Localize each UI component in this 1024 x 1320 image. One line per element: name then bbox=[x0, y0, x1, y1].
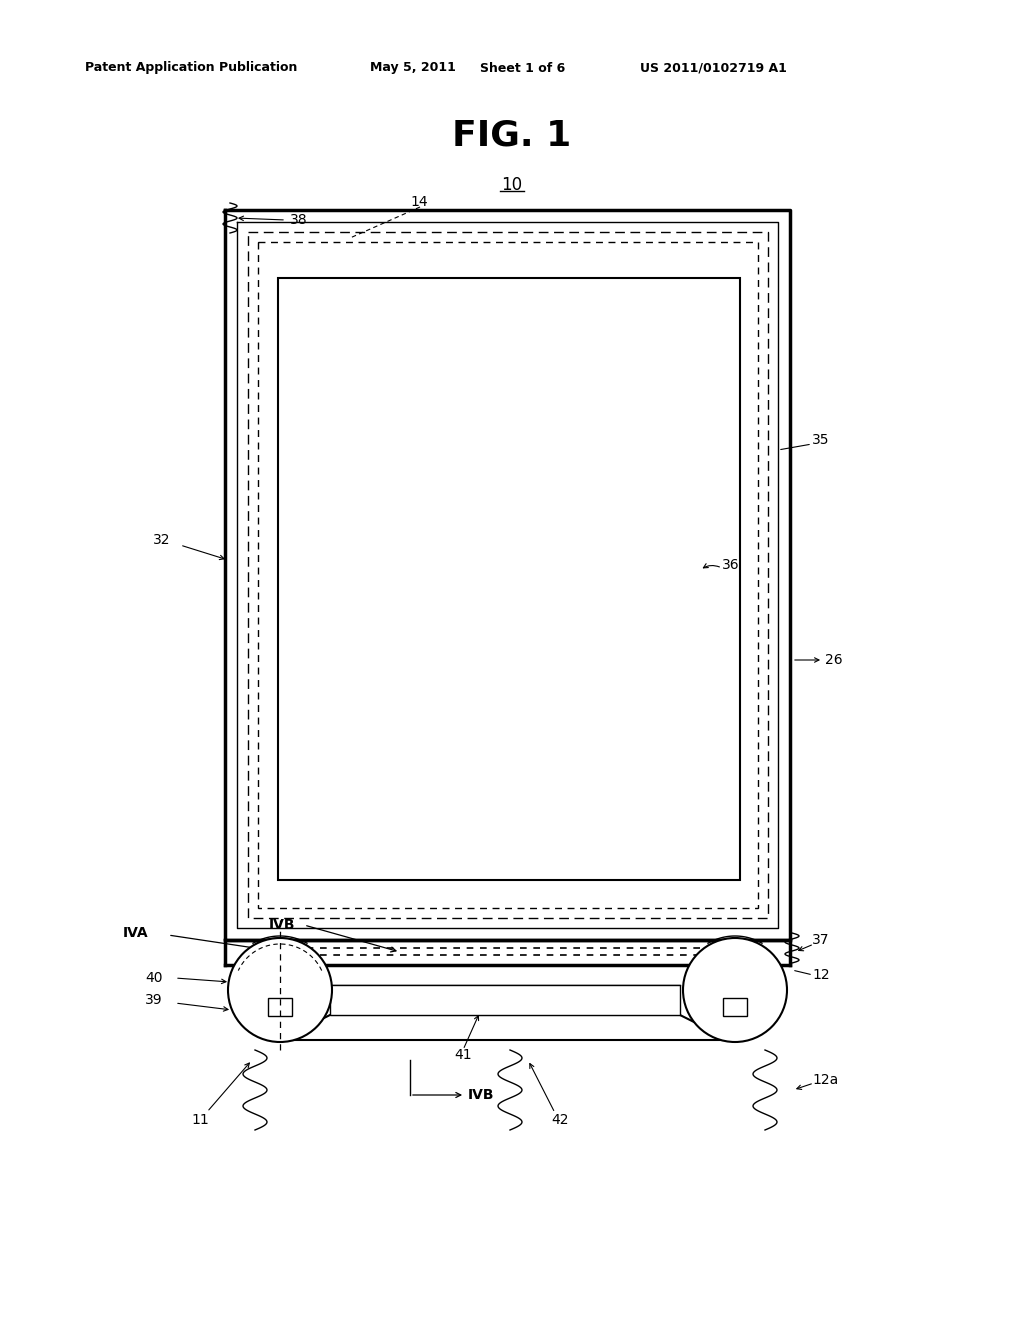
Text: 41: 41 bbox=[455, 1048, 472, 1063]
Text: 38: 38 bbox=[290, 213, 307, 227]
Bar bbox=[248, 232, 768, 917]
Text: 11: 11 bbox=[191, 1113, 209, 1127]
Text: Sheet 1 of 6: Sheet 1 of 6 bbox=[480, 62, 565, 74]
Text: 42: 42 bbox=[551, 1113, 568, 1127]
Text: IVB: IVB bbox=[268, 917, 295, 932]
Text: 14: 14 bbox=[410, 195, 428, 209]
Text: 12: 12 bbox=[812, 968, 829, 982]
Text: IVB: IVB bbox=[468, 1088, 495, 1102]
Text: May 5, 2011: May 5, 2011 bbox=[370, 62, 456, 74]
Bar bbox=[278, 279, 740, 880]
Text: US 2011/0102719 A1: US 2011/0102719 A1 bbox=[640, 62, 786, 74]
Text: Patent Application Publication: Patent Application Publication bbox=[85, 62, 297, 74]
Text: 39: 39 bbox=[145, 993, 163, 1007]
Text: 26: 26 bbox=[825, 653, 843, 667]
Bar bbox=[268, 998, 292, 1016]
Text: FIG. 1: FIG. 1 bbox=[453, 117, 571, 152]
Circle shape bbox=[228, 939, 332, 1041]
Text: IVA: IVA bbox=[123, 927, 148, 940]
Text: 12a: 12a bbox=[812, 1073, 839, 1086]
Bar bbox=[723, 998, 746, 1016]
Text: 35: 35 bbox=[812, 433, 829, 447]
Bar bbox=[330, 985, 680, 1015]
Text: 37: 37 bbox=[812, 933, 829, 946]
Bar bbox=[258, 242, 758, 908]
Text: 32: 32 bbox=[154, 533, 171, 546]
Text: 10: 10 bbox=[502, 176, 522, 194]
Circle shape bbox=[683, 939, 787, 1041]
Text: 40: 40 bbox=[145, 972, 163, 985]
Text: 36: 36 bbox=[722, 558, 739, 572]
